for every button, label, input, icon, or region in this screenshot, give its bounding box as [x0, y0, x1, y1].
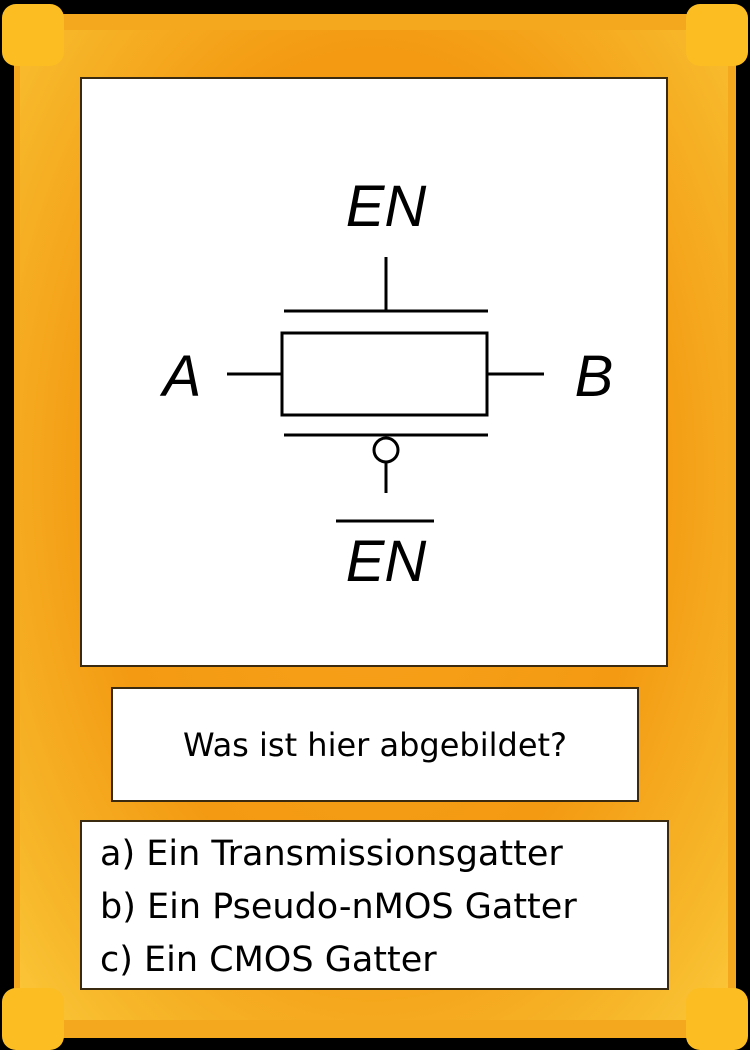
diagram-panel: EN A B EN [80, 77, 668, 667]
label-a: A [160, 344, 202, 409]
answers-box: a) Ein Transmissionsgatter b) Ein Pseudo… [80, 820, 669, 990]
label-en-bottom: EN [346, 529, 427, 594]
corner-bottom-right [686, 988, 748, 1050]
corner-top-left [2, 4, 64, 66]
label-b: B [575, 344, 614, 409]
corner-top-right [686, 4, 748, 66]
channel-box [280, 331, 489, 417]
corner-bottom-left [2, 988, 64, 1050]
label-en-top: EN [346, 174, 427, 239]
answer-c[interactable]: c) Ein CMOS Gatter [100, 940, 437, 980]
question-box: Was ist hier abgebildet? [111, 687, 639, 802]
question-text: Was ist hier abgebildet? [182, 725, 568, 764]
inversion-bubble [372, 436, 400, 464]
answer-a[interactable]: a) Ein Transmissionsgatter [100, 834, 563, 874]
answer-b[interactable]: b) Ein Pseudo-nMOS Gatter [100, 887, 577, 927]
transmission-gate-symbol: EN A B EN [160, 174, 614, 594]
